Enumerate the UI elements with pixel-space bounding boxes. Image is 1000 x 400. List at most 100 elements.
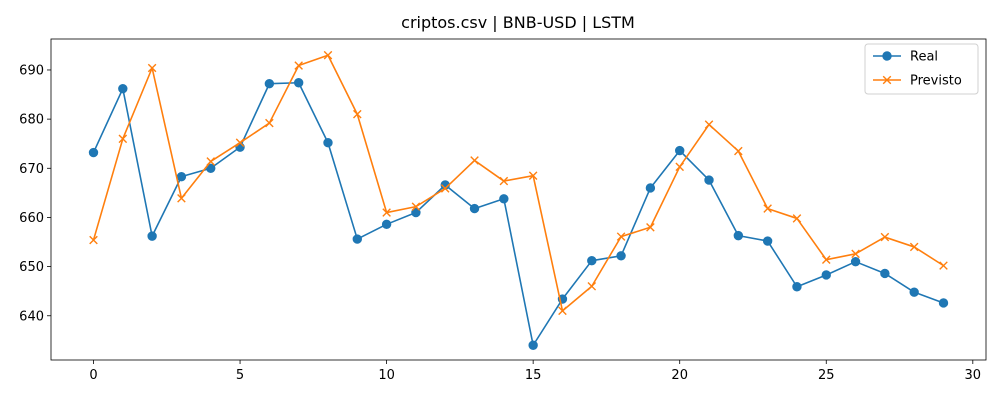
legend-item-previsto: Previsto [873, 74, 962, 89]
data-point-real [499, 194, 509, 204]
data-point-previsto-stroke [734, 146, 743, 156]
data-point-real [704, 175, 714, 185]
x-tick-label: 15 [525, 368, 542, 383]
data-point-previsto [294, 61, 303, 70]
data-point-previsto [675, 162, 685, 172]
data-point-previsto [235, 138, 245, 148]
y-tick-label: 670 [19, 162, 44, 177]
data-point-previsto [470, 156, 479, 165]
series-line-real [92, 81, 944, 347]
y-tick-label: 680 [19, 113, 44, 128]
data-point-previsto [440, 184, 450, 193]
data-point-previsto [821, 255, 831, 265]
data-point-previsto-stroke [235, 138, 245, 148]
data-point-real [616, 251, 626, 261]
data-point-previsto [89, 235, 98, 245]
data-point-previsto-stroke [792, 214, 802, 223]
legend-label-previsto: Previsto [910, 74, 962, 89]
x-tick-label: 0 [89, 368, 97, 383]
data-point-previsto-stroke [294, 61, 303, 70]
data-point-real [792, 282, 802, 292]
data-point-previsto-stroke [411, 202, 421, 211]
y-tick-label: 640 [19, 309, 44, 324]
data-point-previsto-stroke [851, 249, 860, 259]
data-point-previsto [792, 214, 802, 223]
y-tick-label: 660 [19, 211, 44, 226]
data-point-real [469, 203, 480, 214]
series-layer [88, 50, 949, 350]
data-point-real [88, 147, 99, 158]
data-point-previsto-stroke [528, 171, 538, 180]
y-tick-label: 690 [19, 63, 44, 78]
data-point-real [293, 78, 304, 88]
data-point-previsto [147, 63, 157, 73]
chart-title: criptos.csv | BNB-USD | LSTM [401, 13, 635, 32]
data-point-real [821, 270, 831, 280]
data-point-previsto-stroke [206, 157, 216, 166]
data-point-previsto-stroke [558, 306, 567, 316]
data-point-previsto [851, 249, 860, 259]
data-point-previsto-stroke [499, 176, 509, 186]
x-axis: 0 5 10 15 20 25 30 [89, 360, 981, 383]
x-tick-label: 10 [378, 368, 395, 383]
data-point-real [909, 287, 919, 297]
data-point-previsto [499, 176, 509, 186]
data-point-previsto-stroke [675, 162, 685, 172]
data-point-previsto [909, 242, 919, 252]
data-point-previsto [939, 261, 948, 270]
data-point-previsto-stroke [89, 235, 98, 245]
data-point-real [381, 219, 392, 230]
data-point-previsto-stroke [147, 63, 157, 73]
data-point-real [411, 207, 421, 218]
data-point-previsto [646, 222, 655, 232]
data-point-previsto-stroke [880, 232, 890, 242]
data-point-previsto-stroke [265, 118, 274, 128]
legend-label-real: Real [910, 50, 938, 65]
data-point-real [880, 268, 890, 279]
data-point-real [938, 298, 949, 308]
data-point-previsto [734, 146, 743, 156]
data-point-previsto-stroke [646, 222, 655, 232]
plot-area [50, 38, 987, 361]
data-point-previsto-stroke [763, 204, 772, 213]
data-point-previsto [587, 281, 597, 291]
data-point-previsto-stroke [587, 281, 597, 291]
y-tick-label: 650 [19, 260, 44, 275]
data-point-real [645, 183, 656, 193]
data-point-previsto-stroke [616, 232, 626, 241]
plot-frame [50, 38, 987, 361]
data-point-real [587, 256, 597, 266]
data-point-previsto [880, 232, 890, 242]
legend-marker-previsto-stroke [882, 75, 892, 85]
data-point-previsto [118, 134, 128, 144]
data-point-previsto [382, 208, 391, 217]
data-point-real [352, 234, 362, 244]
data-point-previsto [206, 157, 216, 166]
data-point-previsto-stroke [352, 109, 362, 119]
data-point-previsto [411, 202, 421, 211]
data-point-real [147, 231, 157, 241]
series-line-previsto [92, 54, 944, 312]
data-point-previsto-stroke [440, 184, 450, 193]
data-point-previsto [558, 306, 567, 316]
x-tick-label: 5 [236, 368, 244, 383]
y-axis: 640 650 660 670 680 690 [19, 63, 51, 324]
data-point-previsto [323, 50, 333, 60]
data-point-real [762, 236, 773, 246]
x-tick-label: 30 [965, 368, 982, 383]
data-point-real [118, 83, 128, 94]
data-point-real [850, 256, 861, 267]
data-point-real [675, 145, 685, 156]
legend-item-real: Real [873, 50, 938, 65]
data-point-real [206, 163, 216, 173]
data-point-previsto [616, 232, 626, 241]
x-tick-label: 20 [671, 368, 688, 383]
data-point-previsto [352, 109, 362, 119]
data-point-previsto-stroke [177, 193, 186, 203]
data-point-previsto [704, 120, 714, 129]
x-tick-label: 25 [818, 368, 835, 383]
data-point-previsto-stroke [821, 255, 831, 265]
data-point-previsto [763, 204, 772, 213]
